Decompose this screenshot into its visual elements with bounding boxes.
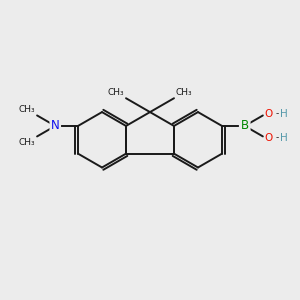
Text: N: N	[51, 119, 60, 132]
Text: H: H	[280, 109, 288, 119]
Text: CH₃: CH₃	[108, 88, 124, 97]
Text: CH₃: CH₃	[176, 88, 192, 97]
Text: CH₃: CH₃	[19, 138, 36, 147]
Text: O: O	[264, 133, 273, 143]
Text: CH₃: CH₃	[19, 105, 36, 114]
Text: O: O	[264, 109, 273, 119]
Text: B: B	[241, 119, 249, 132]
Text: H: H	[280, 133, 288, 143]
Text: -: -	[275, 110, 278, 118]
Text: -: -	[275, 134, 278, 142]
